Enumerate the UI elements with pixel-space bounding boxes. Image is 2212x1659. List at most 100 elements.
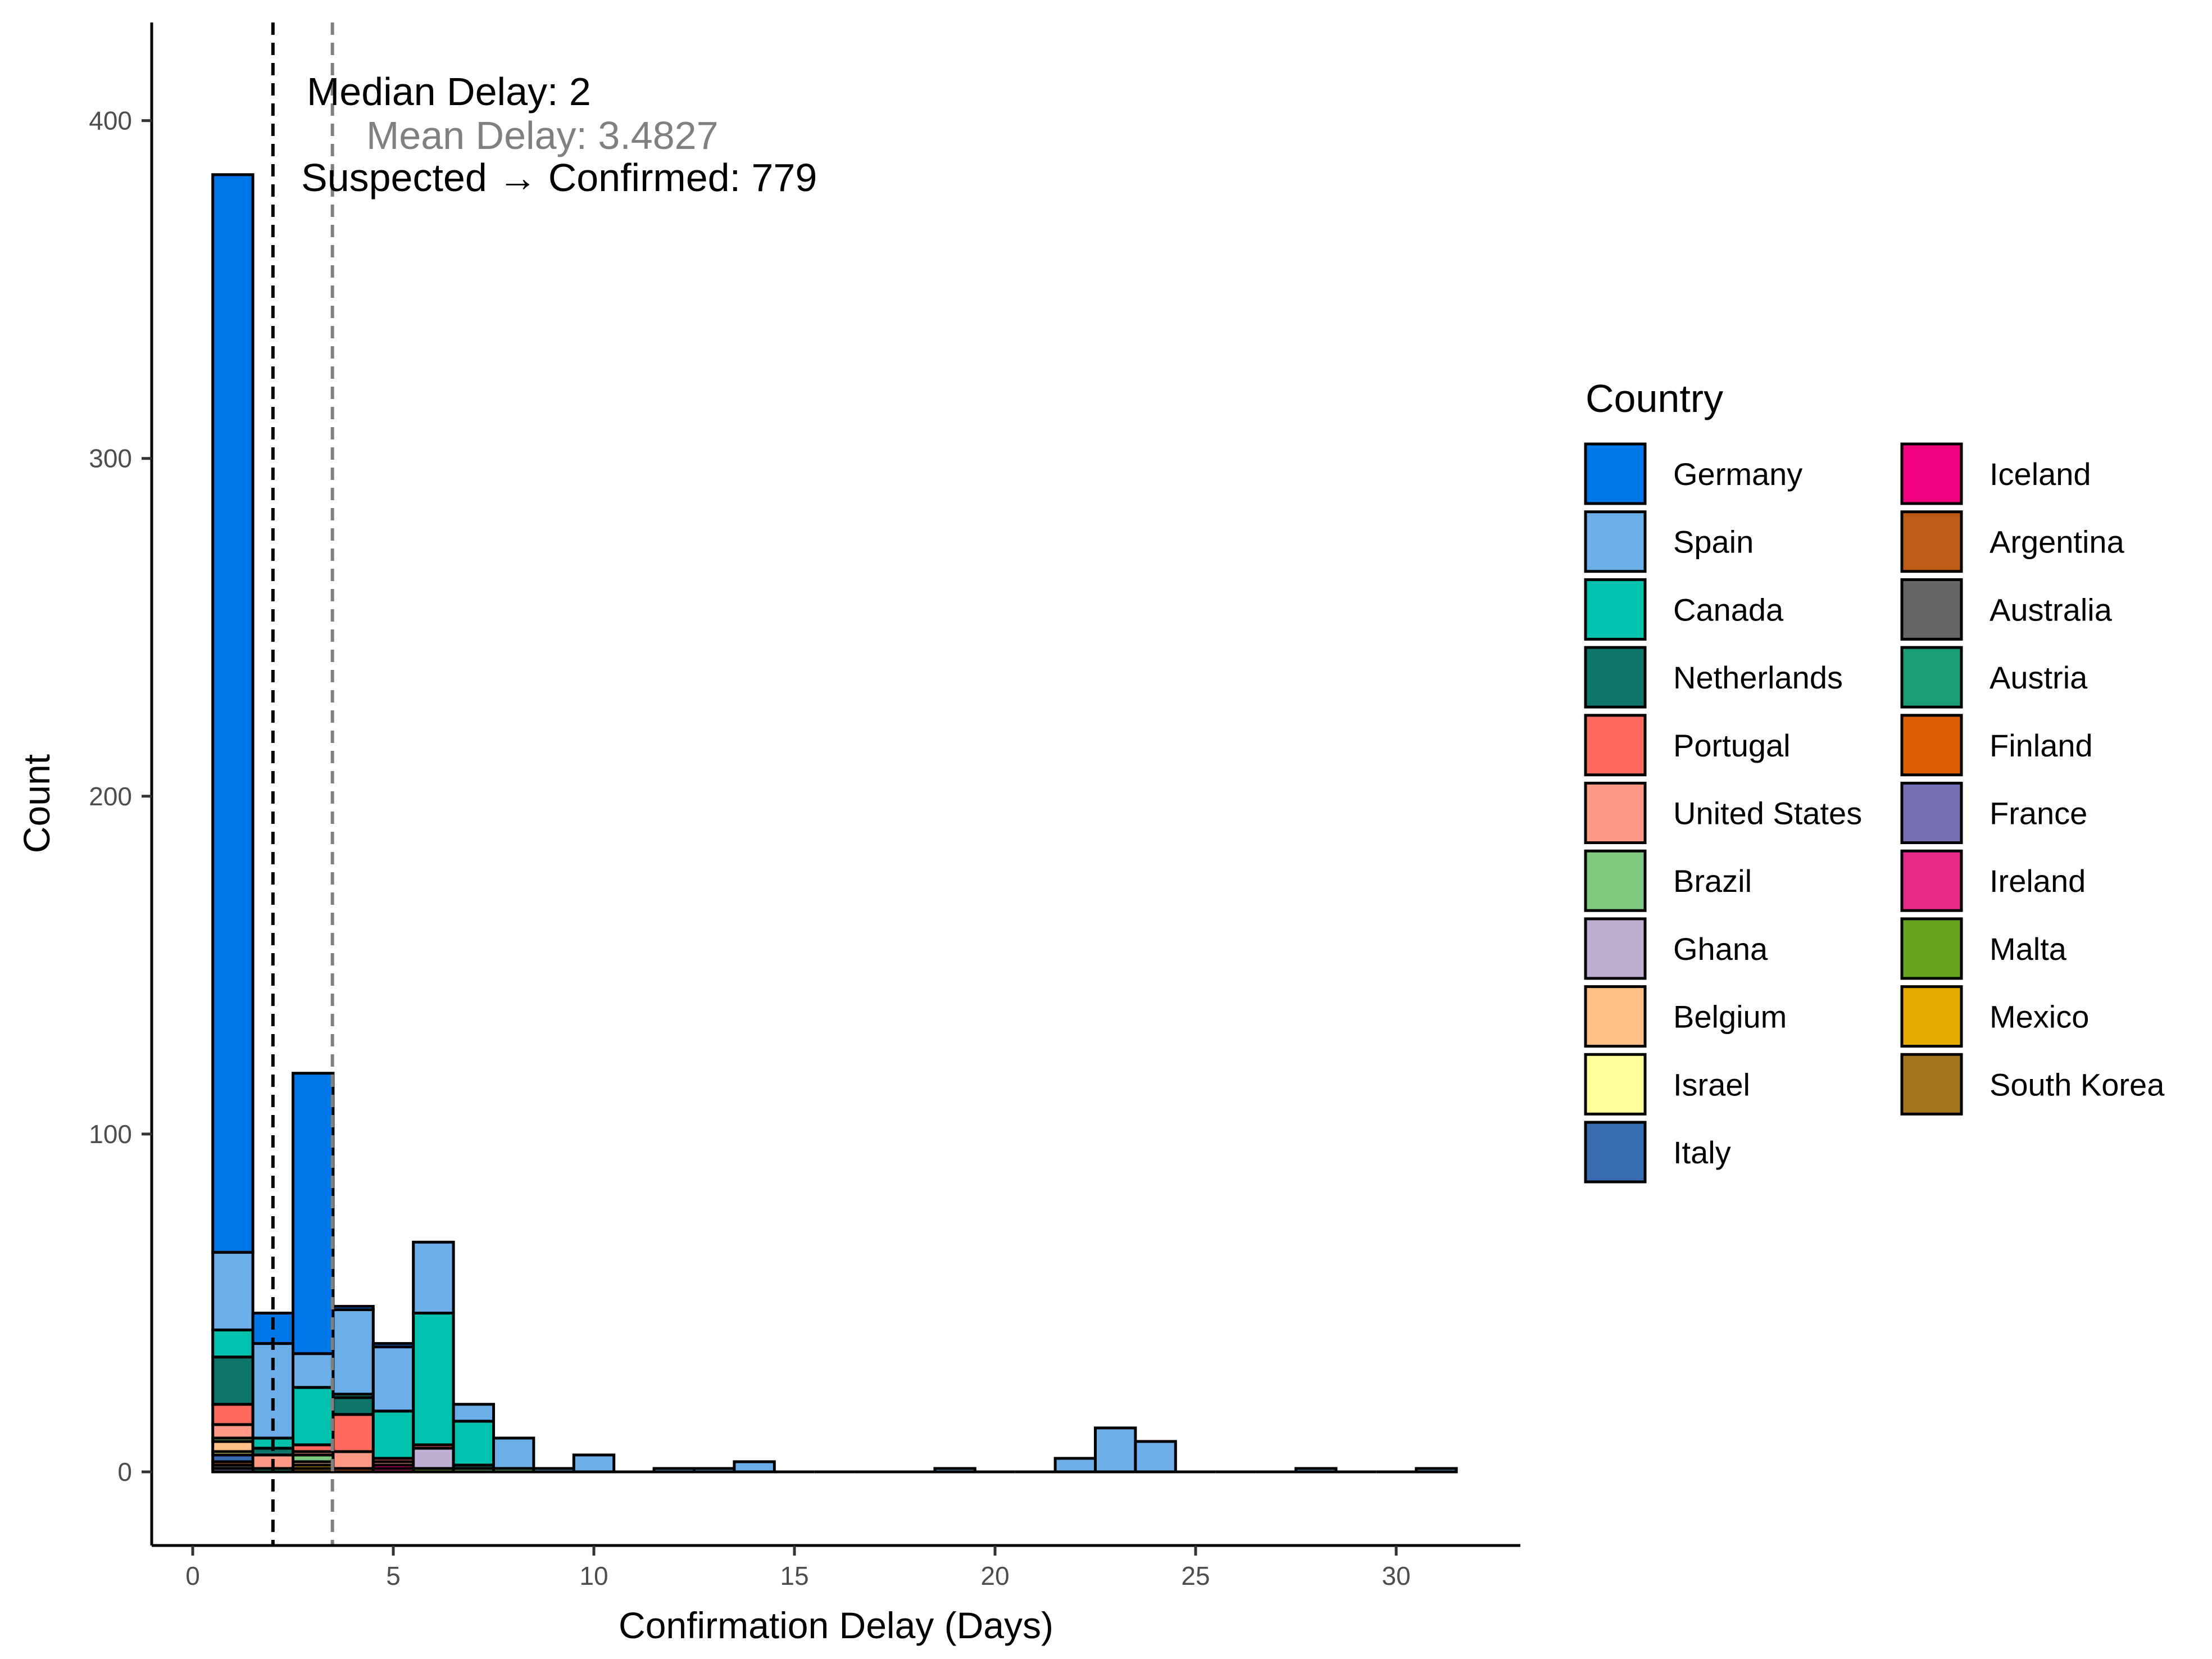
bar-segment-belgium-x1 [211,1440,255,1453]
bar-segment-netherlands-x4 [331,1396,375,1416]
y-ticks: 0 100 200 300 400 [89,106,152,1486]
legend-key-argentina [1900,510,1963,573]
bar-segment-spain-x3 [292,1352,335,1389]
x-tick-label: 25 [1181,1561,1210,1590]
legend-key-canada [1584,578,1647,641]
legend-key-israel [1584,1053,1647,1116]
y-tick-label: 300 [89,444,132,473]
legend-key-united-states [1584,782,1647,844]
bar-segment-spain-x5 [371,1345,415,1413]
bar-segment-spain-x4 [331,1308,375,1396]
legend-label-united-states: United States [1673,796,1862,831]
legend-label-australia: Australia [1990,592,2113,627]
bar-segment-spain-x23 [1094,1426,1137,1474]
bar-segment-spain-x6 [412,1240,455,1314]
bar-segment-spain-x7 [452,1403,495,1423]
axes [150,22,1520,1547]
y-tick-label: 200 [89,782,132,811]
bar-segment-netherlands-x1 [211,1356,255,1406]
x-tick-label: 0 [185,1561,200,1590]
legend-label-brazil: Brazil [1673,863,1752,899]
legend-title: Country [1586,377,1723,420]
bar-segment-spain-x22 [1053,1457,1097,1474]
legend-label-netherlands: Netherlands [1673,660,1843,695]
bar-segment-spain-x28 [1295,1467,1338,1474]
bar-segment-spain-x13 [693,1467,736,1474]
x-tick-label: 30 [1382,1561,1410,1590]
bar-segment-canada-x3 [292,1386,335,1447]
legend-label-ghana: Ghana [1673,931,1768,967]
legend-key-netherlands [1584,646,1647,709]
total-annotation: Suspected → Confirmed: 779 [301,156,817,200]
legend-label-portugal: Portugal [1673,728,1791,763]
legend-key-ireland [1900,849,1963,912]
legend: Country Germany Spain Canada Netherlands Por… [1584,377,2165,1184]
bar-segment-spain-x14 [733,1460,776,1474]
bar-segment-germany-x4 [331,1304,375,1311]
bar-segment-portugal-x4 [331,1413,375,1453]
legend-key-spain [1584,510,1647,573]
legend-key-australia [1900,578,1963,641]
legend-key-finland [1900,714,1963,777]
y-axis-title: Count [16,754,57,853]
legend-key-austria [1900,646,1963,709]
bar-segment-spain-x8 [492,1436,535,1470]
legend-key-germany [1584,442,1647,505]
bar-segment-portugal-x1 [211,1403,255,1426]
bar-segment-spain-x19 [933,1467,976,1474]
bar-segment-ghana-x6 [412,1447,455,1470]
legend-key-ghana [1584,917,1647,980]
legend-label-south-korea: South Korea [1990,1067,2165,1102]
legend-label-finland: Finland [1990,728,2093,763]
bar-segment-united-states-x1 [211,1423,255,1440]
legend-label-malta: Malta [1990,931,2067,967]
bar-segment-united-states-x4 [331,1450,375,1470]
legend-label-iceland: Iceland [1990,456,2091,492]
legend-key-iceland [1900,442,1963,505]
legend-label-belgium: Belgium [1673,999,1787,1035]
mean-annotation: Mean Delay: 3.4827 [366,114,719,157]
legend-label-mexico: Mexico [1990,999,2089,1035]
legend-key-malta [1900,917,1963,980]
legend-key-brazil [1584,849,1647,912]
legend-key-france [1900,782,1963,844]
legend-label-france: France [1990,796,2087,831]
y-tick-label: 0 [117,1457,132,1486]
bar-segment-canada-x7 [452,1420,495,1467]
reference-lines [271,22,334,1545]
y-tick-label: 400 [89,106,132,135]
x-tick-label: 15 [780,1561,809,1590]
bar-segment-germany-x1 [211,173,255,1254]
bar-segment-spain-x10 [572,1453,616,1474]
bar-segment-spain-x9 [532,1467,575,1474]
bar-segment-canada-x5 [371,1409,415,1460]
legend-label-argentina: Argentina [1990,524,2125,560]
bar-segment-canada-x1 [211,1329,255,1359]
bar-segment-spain-x24 [1134,1440,1177,1474]
legend-key-mexico [1900,985,1963,1048]
x-tick-label: 5 [386,1561,401,1590]
legend-key-portugal [1584,714,1647,777]
legend-label-canada: Canada [1673,592,1784,627]
x-tick-label: 10 [579,1561,608,1590]
legend-label-spain: Spain [1673,524,1754,560]
bar-segment-canada-x6 [412,1311,455,1447]
bar-segment-germany-x3 [292,1072,335,1356]
legend-label-italy: Italy [1673,1135,1731,1170]
median-annotation: Median Delay: 2 [307,70,591,114]
bar-segment-spain-x31 [1415,1467,1458,1474]
bar-segment-spain-x12 [652,1467,696,1474]
y-tick-label: 100 [89,1119,132,1149]
legend-key-belgium [1584,985,1647,1048]
bars-layer [211,173,1458,1474]
legend-label-israel: Israel [1673,1067,1750,1102]
legend-label-germany: Germany [1673,456,1802,492]
legend-label-ireland: Ireland [1990,863,2086,899]
x-tick-label: 20 [980,1561,1009,1590]
legend-label-austria: Austria [1990,660,2088,695]
x-ticks: 0 5 10 15 20 25 30 [185,1545,1411,1590]
legend-key-south-korea [1900,1053,1963,1116]
bar-segment-germany-x5 [371,1342,415,1349]
legend-key-italy [1584,1121,1647,1184]
